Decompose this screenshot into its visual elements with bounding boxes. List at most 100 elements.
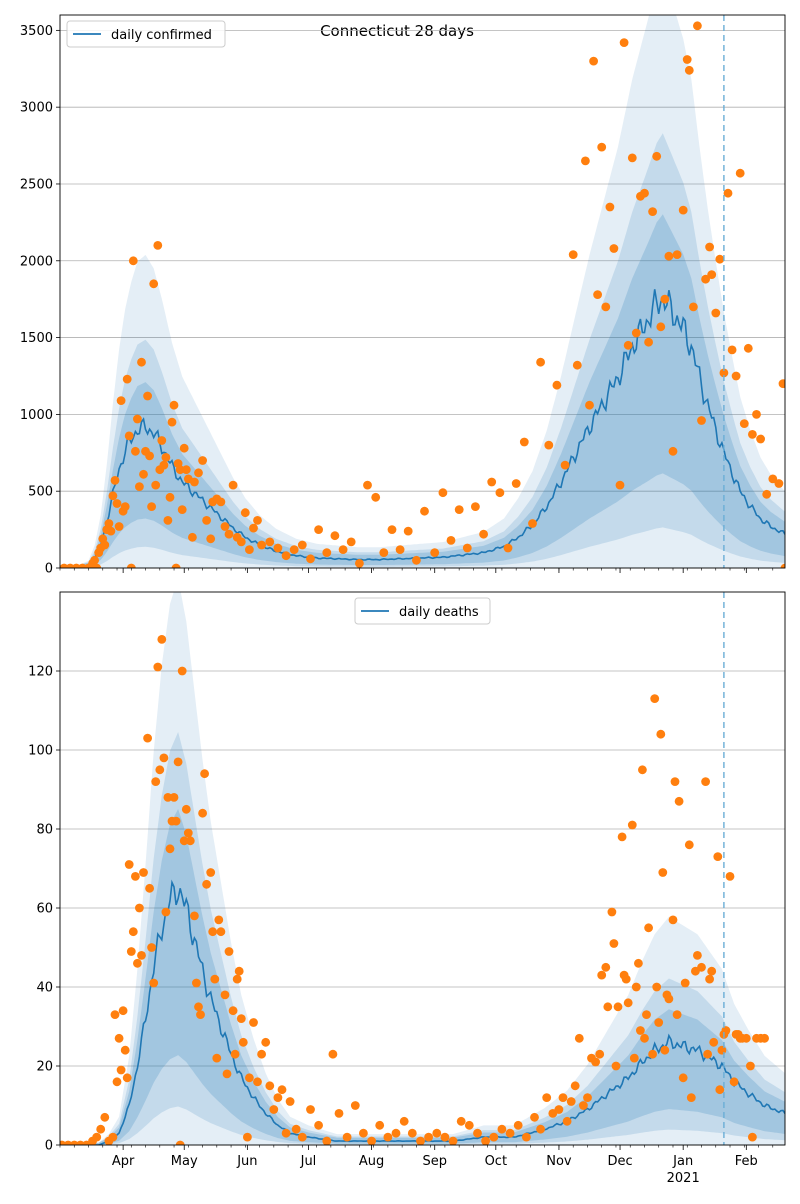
deaths-data-point <box>273 1093 283 1102</box>
x-tick-label: Jun <box>236 1154 257 1169</box>
confirmed-data-point <box>330 531 340 541</box>
deaths-data-point <box>126 947 136 956</box>
confirmed-data-point <box>664 251 674 261</box>
deaths-data-point <box>566 1097 576 1106</box>
deaths-data-point <box>481 1136 490 1145</box>
deaths-data-point <box>636 1026 645 1035</box>
confirmed-data-point <box>297 540 307 550</box>
confirmed-data-point <box>768 474 778 484</box>
plot-frame <box>59 14 786 569</box>
legend-box <box>66 20 226 48</box>
confirmed-data-point <box>719 368 729 378</box>
deaths-data-point <box>342 1132 352 1142</box>
deaths-data-point <box>697 962 706 972</box>
deaths-data-point <box>234 966 244 976</box>
confirmed-data-point <box>727 345 737 355</box>
deaths-data-point <box>530 1112 539 1122</box>
confirmed-data-point <box>114 522 124 531</box>
deaths-data-point <box>306 1105 315 1114</box>
deaths-data-point <box>591 1057 600 1067</box>
confirmed-data-point <box>693 21 702 31</box>
confirmed-data-point <box>249 523 258 533</box>
confirmed-data-point <box>257 540 266 550</box>
deaths-data-point <box>760 1033 769 1043</box>
confirmed-data-point <box>780 563 785 568</box>
deaths-data-point <box>128 927 138 937</box>
deaths-data-point <box>245 1073 254 1083</box>
deaths-data-point <box>334 1109 344 1118</box>
deaths-data-point <box>230 1049 240 1059</box>
deaths-data-point <box>181 804 191 814</box>
deaths-data-point <box>399 1116 409 1126</box>
deaths-data-point <box>185 836 195 846</box>
y-tick-label: 20 <box>36 1060 53 1075</box>
y-tick-label: 1500 <box>20 331 53 346</box>
deaths-data-point <box>131 872 140 881</box>
deaths-data-point <box>707 966 717 976</box>
confirmed-data-point <box>216 497 226 507</box>
deaths-data-point <box>629 1053 639 1063</box>
deaths-data-point <box>634 958 643 968</box>
confirmed-data-point <box>281 551 291 561</box>
deaths-data-point <box>350 1101 360 1110</box>
deaths-data-point <box>153 662 163 672</box>
deaths-data-point <box>678 1073 688 1083</box>
confirmed-data-point <box>644 337 653 347</box>
confirmed-data-point <box>147 502 157 511</box>
x-tick-label: Apr <box>112 1154 135 1169</box>
x-tick-label: May <box>171 1154 198 1169</box>
confirmed-data-point <box>627 153 637 163</box>
confirmed-data-point <box>163 516 173 525</box>
deaths-data-point <box>122 1073 132 1083</box>
confirmed-data-point <box>122 374 132 384</box>
deaths-data-point <box>143 733 153 743</box>
chart-title: Connecticut 28 days <box>320 22 474 40</box>
confirmed-data-point <box>589 56 598 66</box>
deaths-data-point <box>367 1136 376 1145</box>
deaths-data-point <box>243 1132 252 1142</box>
deaths-data-point <box>297 1132 307 1142</box>
deaths-data-point <box>703 1049 712 1059</box>
deaths-data-point <box>110 1010 120 1019</box>
deaths-data-point <box>269 1105 279 1114</box>
confirmed-data-point <box>363 480 372 490</box>
confirmed-data-point <box>379 548 389 557</box>
deaths-data-point <box>179 836 189 846</box>
deaths-data-point <box>601 962 611 972</box>
deaths-data-point <box>725 872 735 881</box>
confirmed-data-point <box>245 545 254 554</box>
confirmed-data-point <box>656 322 666 332</box>
confirmed-data-point <box>660 294 670 304</box>
y-tick-label: 40 <box>36 981 53 996</box>
deaths-data-point <box>597 970 607 980</box>
deaths-data-point <box>114 1033 124 1043</box>
deaths-data-point <box>391 1128 401 1138</box>
deaths-data-point <box>177 666 187 676</box>
confirmed-data-point <box>430 548 440 557</box>
confirmed-data-point <box>100 540 110 550</box>
deaths-panel: 0 20 40 60 80 100 120 Apr May Jun Jul Aug Sep Oct Nov D… <box>28 591 786 1186</box>
plot-area <box>60 15 785 568</box>
uncertainty-band <box>60 214 785 568</box>
deaths-data-point <box>165 844 175 854</box>
deaths-data-point <box>135 903 144 913</box>
confirmed-data-point <box>90 555 99 565</box>
confirmed-data-point <box>715 254 725 264</box>
deaths-data-point <box>171 816 181 826</box>
deaths-data-point <box>314 1120 323 1130</box>
deaths-data-point <box>124 860 134 869</box>
legend-label: daily deaths <box>399 605 479 620</box>
confirmed-data-point <box>697 416 706 425</box>
deaths-data-point <box>139 868 148 877</box>
confirmed-data-point <box>253 516 262 525</box>
confirmed-data-point <box>169 400 179 410</box>
deaths-data-point <box>611 1061 621 1071</box>
deaths-data-point <box>214 915 224 925</box>
confirmed-data-point <box>240 508 250 518</box>
deaths-data-point <box>448 1136 458 1145</box>
deaths-data-point <box>200 769 210 779</box>
deaths-data-point <box>652 982 662 992</box>
confirmed-data-point <box>597 142 607 152</box>
deaths-data-point <box>664 994 674 1004</box>
confirmed-data-point <box>220 522 230 531</box>
